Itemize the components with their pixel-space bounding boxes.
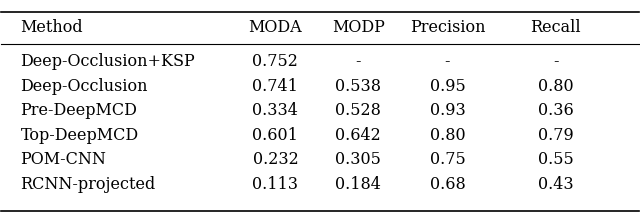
Text: 0.741: 0.741 (252, 77, 298, 95)
Text: Deep-Occlusion: Deep-Occlusion (20, 77, 148, 95)
Text: Recall: Recall (531, 19, 581, 36)
Text: 0.93: 0.93 (429, 102, 465, 119)
Text: 0.232: 0.232 (253, 151, 298, 168)
Text: 0.752: 0.752 (252, 53, 298, 70)
Text: Pre-DeepMCD: Pre-DeepMCD (20, 102, 138, 119)
Text: MODA: MODA (248, 19, 302, 36)
Text: 0.43: 0.43 (538, 176, 573, 193)
Text: 0.95: 0.95 (429, 77, 465, 95)
Text: Method: Method (20, 19, 83, 36)
Text: POM-CNN: POM-CNN (20, 151, 106, 168)
Text: 0.36: 0.36 (538, 102, 573, 119)
Text: 0.305: 0.305 (335, 151, 381, 168)
Text: 0.113: 0.113 (252, 176, 298, 193)
Text: RCNN-projected: RCNN-projected (20, 176, 156, 193)
Text: 0.601: 0.601 (252, 127, 298, 144)
Text: 0.79: 0.79 (538, 127, 573, 144)
Text: 0.334: 0.334 (252, 102, 298, 119)
Text: -: - (553, 53, 559, 70)
Text: 0.538: 0.538 (335, 77, 381, 95)
Text: Precision: Precision (410, 19, 485, 36)
Text: -: - (445, 53, 450, 70)
Text: 0.528: 0.528 (335, 102, 381, 119)
Text: Top-DeepMCD: Top-DeepMCD (20, 127, 139, 144)
Text: Deep-Occlusion+KSP: Deep-Occlusion+KSP (20, 53, 195, 70)
Text: 0.80: 0.80 (429, 127, 465, 144)
Text: 0.68: 0.68 (429, 176, 465, 193)
Text: 0.642: 0.642 (335, 127, 381, 144)
Text: 0.75: 0.75 (429, 151, 465, 168)
Text: 0.55: 0.55 (538, 151, 573, 168)
Text: MODP: MODP (332, 19, 385, 36)
Text: 0.80: 0.80 (538, 77, 573, 95)
Text: -: - (355, 53, 361, 70)
Text: 0.184: 0.184 (335, 176, 381, 193)
